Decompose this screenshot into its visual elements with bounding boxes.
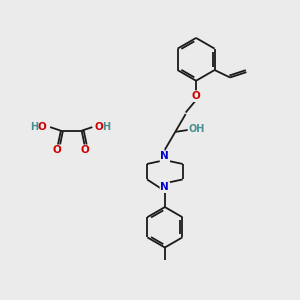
Text: N: N (160, 151, 169, 161)
Text: O: O (53, 145, 62, 155)
Text: OH: OH (188, 124, 205, 134)
Text: O: O (81, 145, 90, 155)
Text: N: N (160, 182, 169, 192)
Text: O: O (38, 122, 46, 132)
Text: O: O (192, 91, 200, 101)
Text: O: O (94, 122, 103, 132)
Text: H: H (102, 122, 110, 132)
Text: H: H (30, 122, 38, 132)
